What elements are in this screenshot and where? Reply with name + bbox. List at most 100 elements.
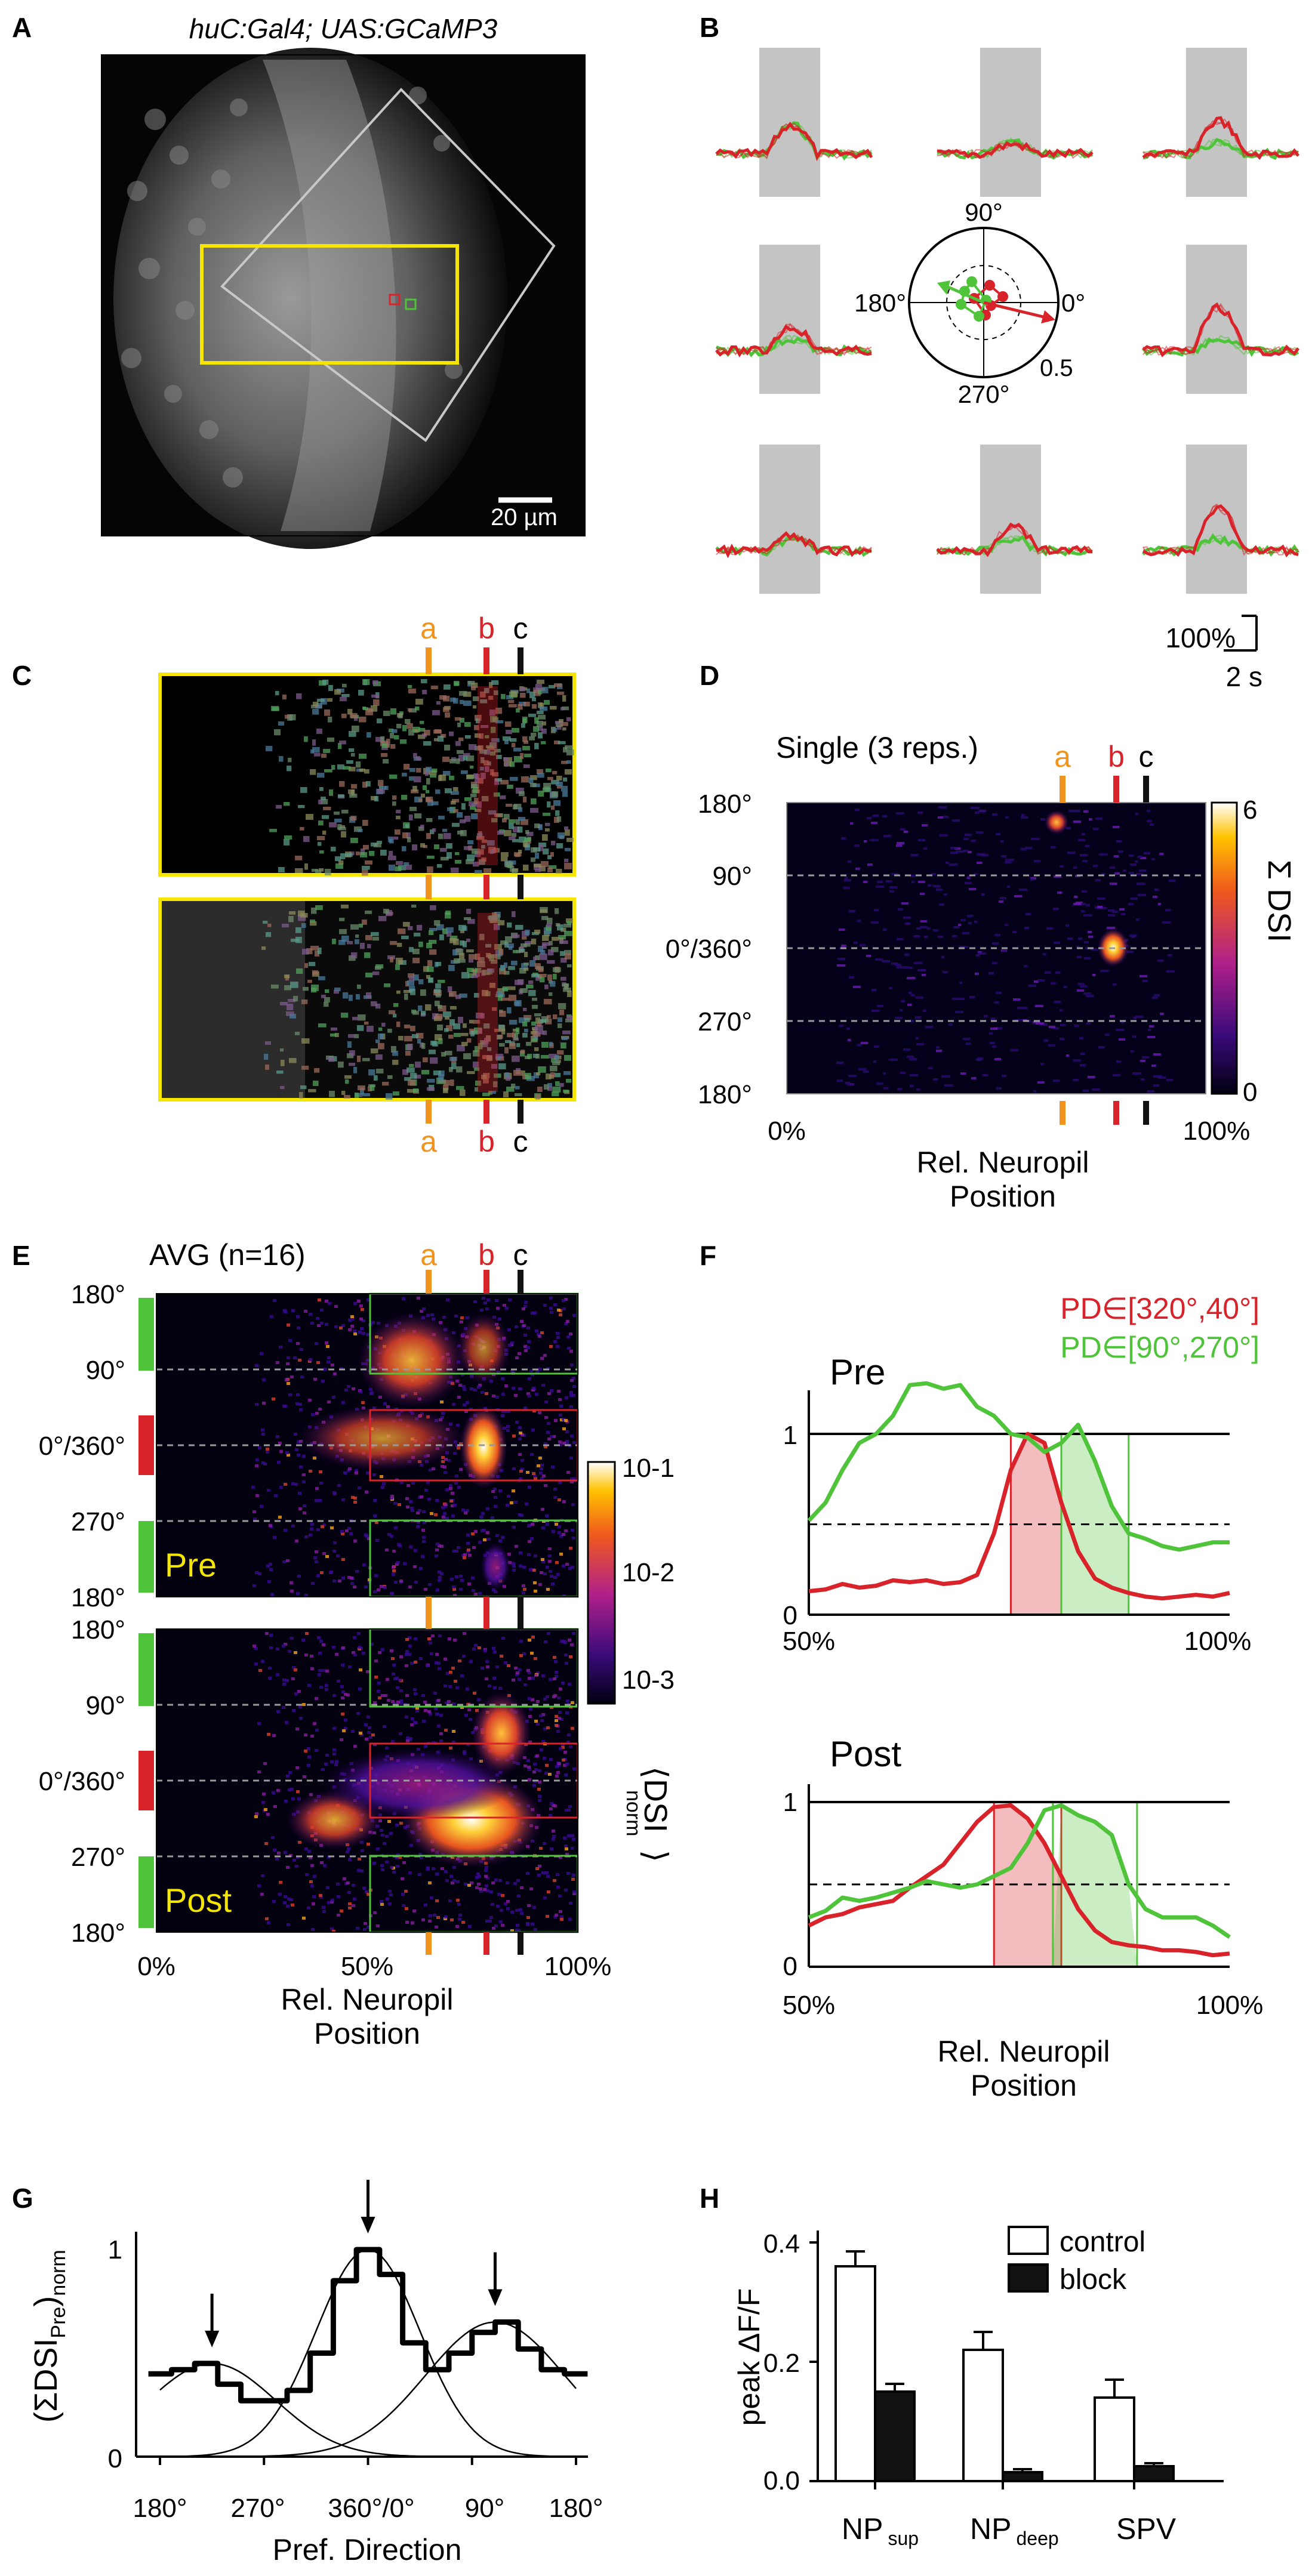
heat-pixel: [1080, 1064, 1086, 1066]
speckle: [565, 745, 573, 749]
heat-pixel: [307, 1764, 310, 1767]
speckle: [547, 1015, 551, 1019]
f-post-ytick-1: 1: [783, 1788, 797, 1817]
speckle: [521, 819, 528, 825]
heat-pixel: [549, 1678, 552, 1681]
heat-pixel: [261, 1874, 264, 1877]
heat-pixel: [515, 1909, 519, 1912]
heat-pixel: [1083, 914, 1092, 917]
speckle: [494, 690, 498, 695]
heat-pixel: [896, 844, 903, 847]
speckle: [473, 862, 479, 867]
heat-pixel: [258, 1446, 261, 1449]
heat-pixel: [325, 1555, 329, 1558]
speckle: [547, 1083, 552, 1088]
heat-pixel: [916, 997, 923, 999]
heat-pixel: [387, 1533, 391, 1536]
speckle: [540, 909, 547, 913]
speckle: [428, 977, 434, 983]
speckle: [443, 771, 451, 776]
heat-pixel: [540, 1464, 544, 1467]
heat-pixel: [327, 1361, 330, 1363]
heat-pixel: [435, 1548, 439, 1551]
heat-pixel: [320, 1309, 324, 1312]
speckle: [513, 1070, 521, 1076]
heat-pixel: [337, 1895, 340, 1898]
g-plot: [135, 2180, 588, 2465]
heat-pixel: [563, 1837, 566, 1840]
heat-pixel: [495, 1396, 499, 1399]
heat-pixel: [475, 1886, 479, 1889]
heat-pixel: [526, 1471, 529, 1474]
heat-pixel: [277, 1461, 281, 1464]
speckle: [435, 1014, 443, 1020]
heat-pixel: [269, 1568, 273, 1571]
heat-pixel: [266, 1565, 270, 1568]
speckle: [509, 1043, 516, 1049]
heat-pixel: [427, 1637, 431, 1640]
speckle: [439, 775, 446, 781]
heat-pixel: [348, 1467, 352, 1470]
speckle: [473, 705, 477, 709]
speckle: [444, 833, 451, 840]
heat-pixel: [501, 1536, 504, 1539]
heat-pixel: [519, 1432, 522, 1434]
heat-pixel: [452, 1866, 456, 1869]
speckle: [481, 845, 485, 849]
speckle: [324, 997, 330, 1002]
speckle: [288, 758, 292, 763]
heat-pixel: [504, 1384, 508, 1387]
speckle: [457, 750, 464, 754]
heat-pixel: [528, 1486, 531, 1489]
heat-pixel: [423, 1521, 426, 1524]
h-ytick-0.2: 0.2: [763, 2349, 800, 2378]
heat-pixel: [567, 1809, 571, 1812]
heat-pixel: [482, 1297, 485, 1300]
heat-pixel: [963, 838, 969, 840]
speckle: [502, 818, 507, 823]
heat-pixel: [441, 1867, 444, 1870]
heat-pixel: [1079, 1037, 1083, 1039]
heat-pixel: [307, 1756, 311, 1759]
heat-pixel: [1116, 840, 1122, 843]
speckle: [554, 817, 559, 823]
speckle: [338, 940, 346, 945]
heat-pixel: [254, 1662, 258, 1665]
heat-pixel: [873, 815, 879, 817]
heat-pixel: [305, 1873, 309, 1876]
speckle: [266, 746, 273, 751]
speckle: [398, 1036, 404, 1041]
heat-pixel: [283, 1901, 287, 1904]
speckle: [362, 782, 368, 788]
heat-pixel: [527, 1766, 531, 1769]
heat-pixel: [307, 1747, 310, 1750]
heat-pixel: [514, 1394, 518, 1397]
heat-pixel: [981, 893, 985, 896]
heat-pixel: [347, 1385, 350, 1388]
speckle: [358, 690, 364, 696]
heat-pixel: [485, 1307, 489, 1310]
heat-pixel: [476, 1872, 480, 1875]
speckle: [439, 695, 447, 700]
heat-pixel: [897, 938, 904, 940]
heat-pixel: [481, 1667, 484, 1670]
heat-pixel: [499, 1920, 503, 1923]
speckle: [495, 914, 500, 921]
speckle: [430, 1057, 438, 1064]
speckle: [503, 757, 509, 761]
speckle: [341, 936, 349, 942]
speckle: [325, 989, 329, 994]
speckle: [449, 938, 456, 943]
speckle: [432, 710, 441, 715]
speckle: [323, 749, 331, 754]
heat-pixel: [429, 1469, 432, 1471]
heat-pixel: [464, 1410, 468, 1413]
speckle: [537, 1087, 543, 1092]
speckle: [515, 1086, 520, 1090]
panel-d: D Single (3 reps.) 180° 90° 0°/360° 270°…: [666, 660, 1297, 1213]
speckle: [408, 729, 414, 736]
d-marker-c: c: [1139, 740, 1154, 773]
speckle: [557, 785, 562, 789]
speckle: [564, 826, 568, 830]
speckle: [545, 823, 550, 826]
